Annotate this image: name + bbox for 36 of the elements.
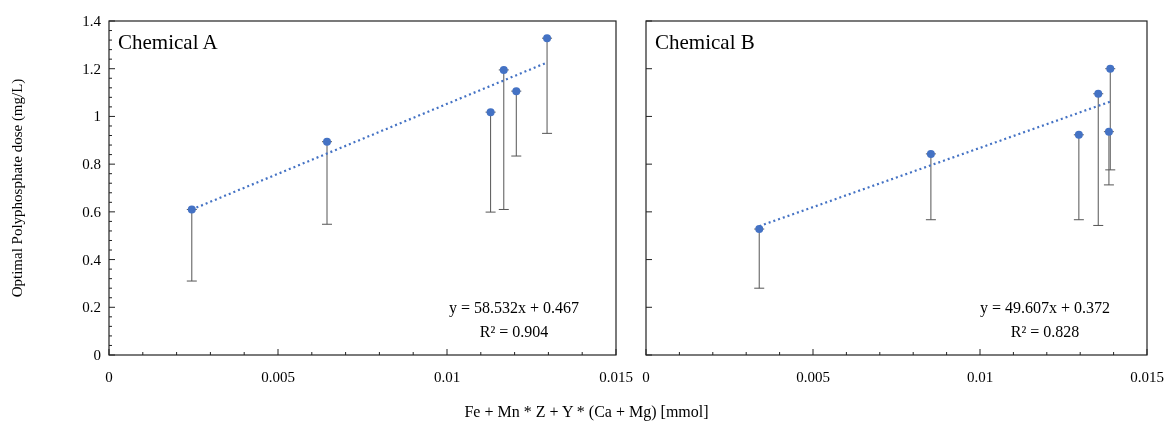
x-tick-label: 0 — [105, 369, 113, 385]
annotation: R² = 0.904 — [479, 323, 549, 340]
x-tick-label: 0.015 — [599, 369, 633, 385]
y-tick-label: 0.6 — [82, 203, 102, 220]
text: Chemical A — [118, 30, 219, 54]
y-tick-label: 0 — [93, 347, 101, 363]
point — [323, 137, 332, 146]
point — [755, 225, 764, 234]
y-tick-label: 1.2 — [82, 60, 101, 77]
point — [512, 87, 521, 96]
annotation: y = 49.607x + 0.372 — [979, 299, 1111, 317]
annotation: R² = 0.828 — [1010, 323, 1080, 340]
y-tick-label: 0.2 — [82, 299, 101, 316]
y-tick-label: 0.8 — [82, 156, 101, 173]
x-tick-label: 0 — [642, 369, 650, 385]
point — [926, 149, 935, 158]
point — [1104, 127, 1113, 136]
point — [1106, 64, 1115, 73]
x-tick-label: 0.005 — [796, 369, 830, 385]
point — [499, 65, 508, 74]
y-tick-label: 1 — [93, 108, 101, 125]
point — [1074, 130, 1083, 139]
point — [486, 108, 495, 117]
point — [187, 205, 196, 214]
y-axis-title: Optimal Polyphosphate dose (mg/L) — [9, 78, 26, 298]
x-tick-label: 0.005 — [261, 369, 295, 385]
x-axis-title: Fe + Mn * Z + Y * (Ca + Mg) [mmol] — [464, 403, 709, 421]
x-tick-label: 0.01 — [433, 369, 461, 385]
annotation: y = 58.532x + 0.467 — [448, 299, 580, 317]
text: Chemical B — [655, 30, 755, 54]
y-tick-label: 1.4 — [82, 13, 102, 29]
x-tick-label: 0.01 — [966, 369, 994, 385]
x-tick-label: 0.015 — [1130, 369, 1164, 385]
point — [1094, 89, 1103, 98]
point — [543, 34, 552, 43]
y-tick-label: 0.4 — [82, 251, 102, 268]
